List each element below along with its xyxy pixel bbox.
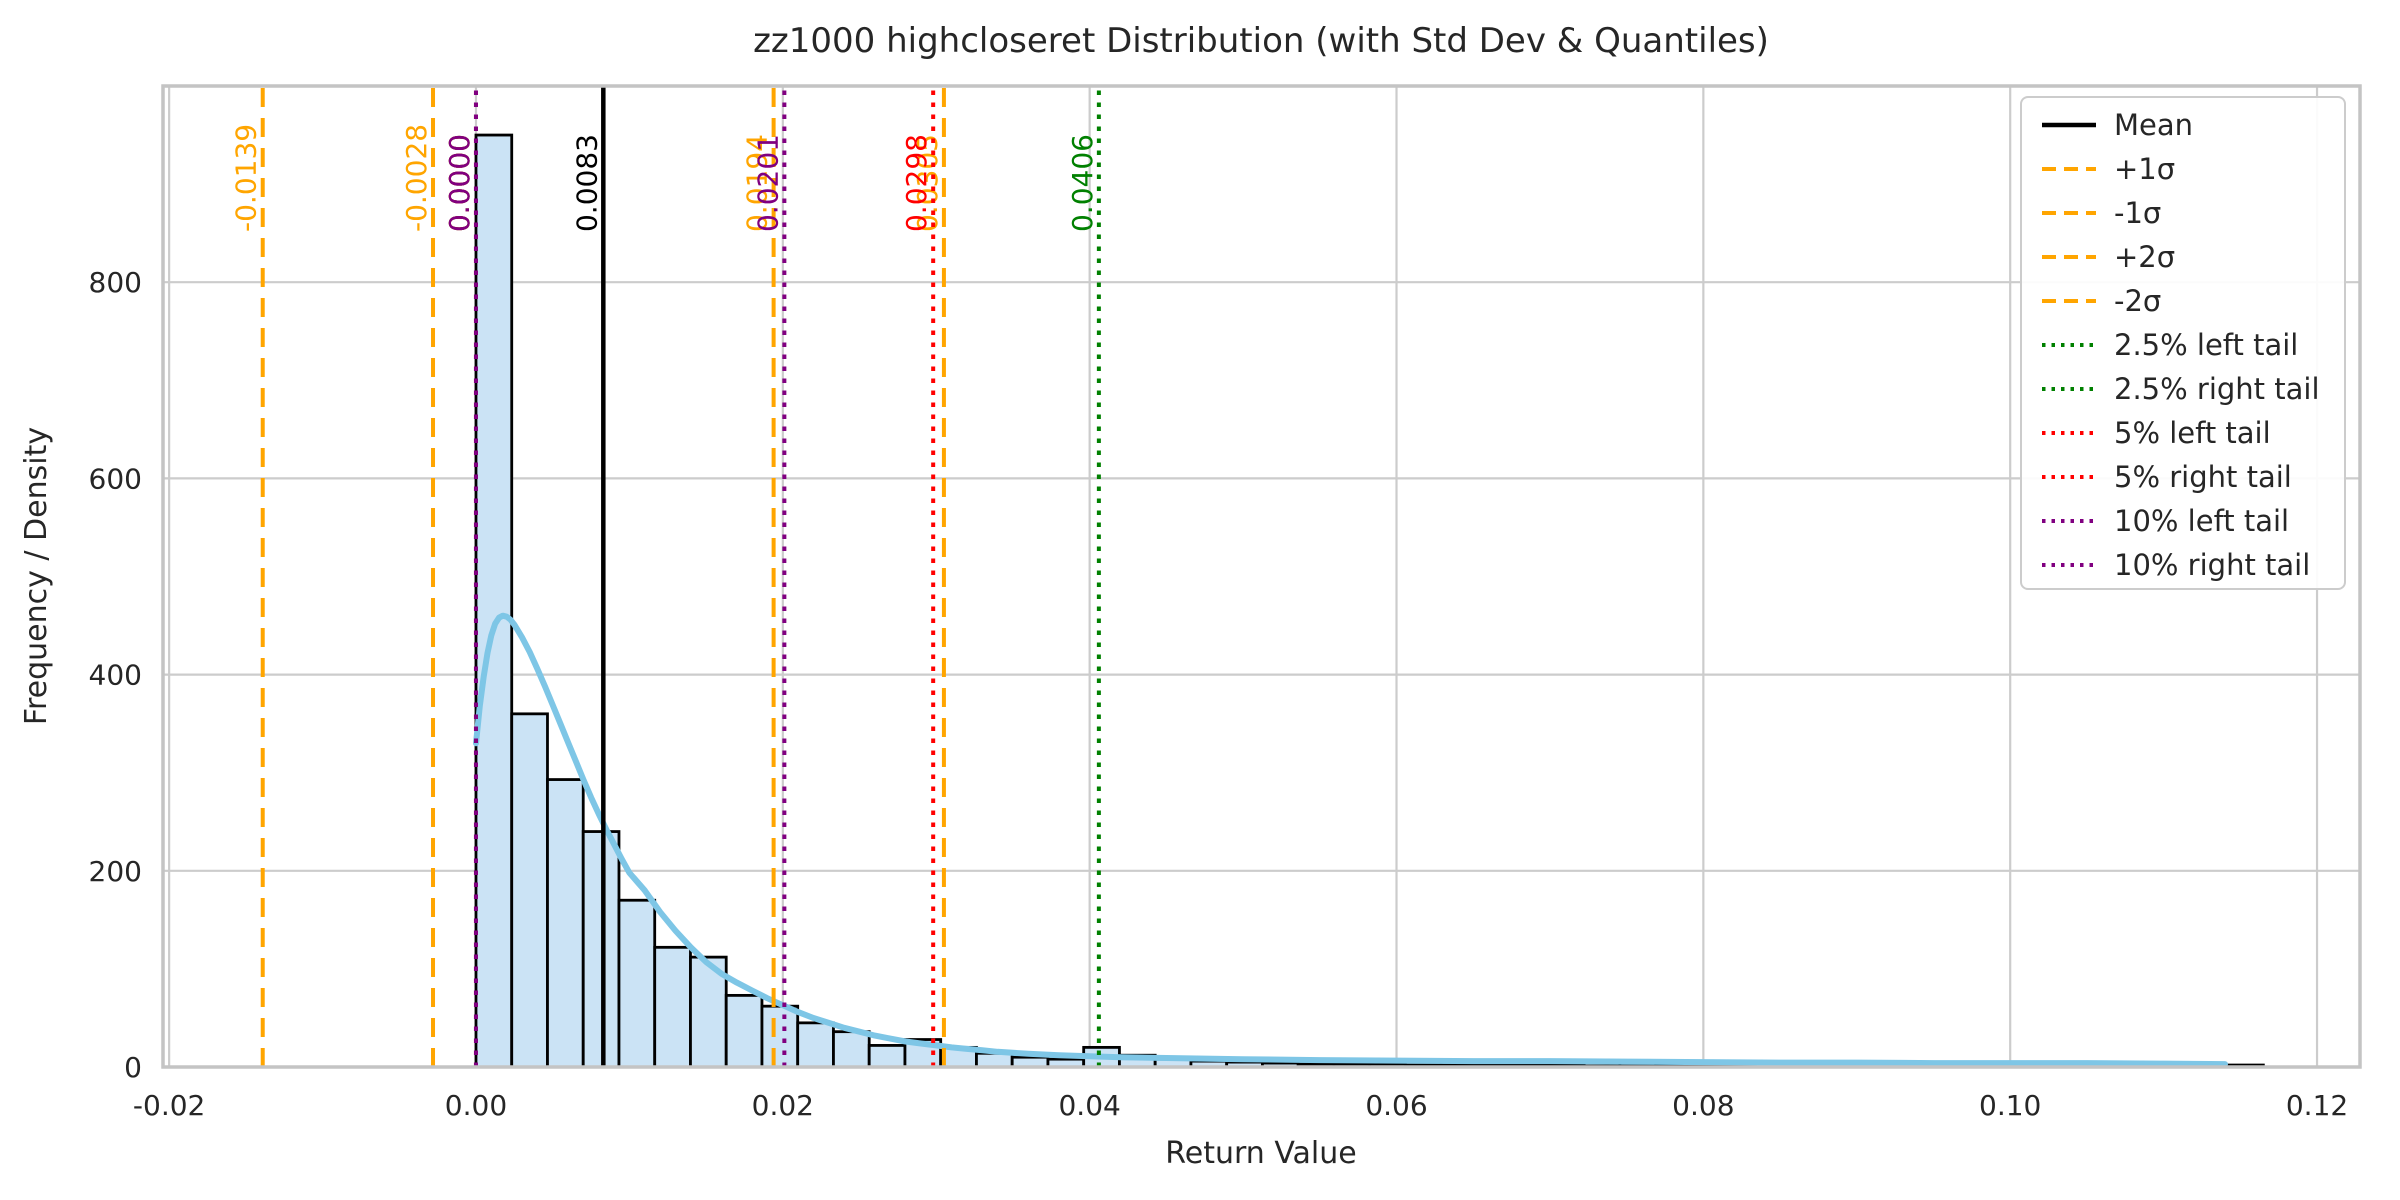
legend-item: Mean — [2022, 103, 2344, 147]
vline-value-label-tail-5-right: 0.0298 — [900, 134, 933, 232]
legend-item-label: 10% left tail — [2114, 504, 2290, 538]
legend-item-label: 10% right tail — [2114, 548, 2311, 582]
legend-item: 2.5% right tail — [2022, 367, 2344, 411]
histogram-bar — [867, 1044, 907, 1069]
vline-value-label-minus-1-sigma: -0.0028 — [400, 124, 433, 232]
vline-value-label-tail-10-left: 0.0000 — [443, 134, 476, 232]
legend-item-label: +1σ — [2114, 152, 2176, 186]
x-tick-label: 0.10 — [1979, 1089, 2041, 1122]
vline-value-label-minus-2-sigma: -0.0139 — [230, 124, 263, 232]
legend-item: 5% left tail — [2022, 411, 2344, 455]
histogram-bar — [653, 945, 692, 1069]
legend-item: +1σ — [2022, 147, 2344, 191]
x-tick-label: -0.02 — [133, 1089, 205, 1122]
vline-value-label-tail-2p5-left: 0.0000 — [443, 134, 476, 232]
legend-line-sample — [2042, 563, 2096, 567]
y-tick-label: 0 — [124, 1051, 142, 1084]
legend: Mean +1σ -1σ +2σ -2σ 2.5% left tail 2.5% right… — [2020, 96, 2346, 590]
histogram-bar — [832, 1030, 871, 1069]
vline-value-label-plus-1-sigma: 0.0194 — [741, 134, 774, 232]
legend-item: +2σ — [2022, 235, 2344, 279]
legend-item-label: +2σ — [2114, 240, 2176, 274]
histogram-bar — [617, 898, 657, 1069]
histogram-bar — [760, 1004, 800, 1069]
legend-item-label: 5% left tail — [2114, 416, 2271, 450]
legend-item: 2.5% left tail — [2022, 323, 2344, 367]
x-tick-label: 0.00 — [445, 1089, 507, 1122]
legend-line-sample — [2042, 211, 2096, 215]
tick-labels: -0.02 0.00 0.02 0.04 0.06 0.08 0.10 0.12 0 200 400… — [89, 266, 2349, 1122]
legend-item: 10% left tail — [2022, 499, 2344, 543]
chart-title: zz1000 highcloseret Distribution (with S… — [753, 21, 1769, 61]
legend-item: 10% right tail — [2022, 543, 2344, 587]
vline-value-label-plus-2-sigma: 0.0305 — [911, 134, 944, 232]
x-tick-label: 0.04 — [1058, 1089, 1120, 1122]
vline-value-label-tail-10-right: 0.0201 — [751, 134, 784, 232]
x-tick-label: 0.08 — [1672, 1089, 1734, 1122]
legend-item-label: 2.5% right tail — [2114, 372, 2320, 406]
legend-item-label: -1σ — [2114, 196, 2162, 230]
legend-line-sample — [2042, 167, 2096, 171]
histogram-bar — [510, 712, 549, 1069]
histogram-bar — [546, 778, 585, 1069]
legend-line-sample — [2042, 475, 2096, 479]
axes-spines — [161, 84, 2362, 1069]
histogram-bars — [474, 133, 2265, 1069]
legend-line-sample — [2042, 519, 2096, 523]
legend-line-sample — [2042, 431, 2096, 435]
histogram-bar — [474, 133, 514, 1069]
x-tick-label: 0.06 — [1365, 1089, 1427, 1122]
x-tick-label: 0.12 — [2286, 1089, 2348, 1122]
x-axis-label: Return Value — [1165, 1136, 1356, 1171]
legend-line-sample — [2042, 343, 2096, 347]
legend-item: 5% right tail — [2022, 455, 2344, 499]
x-tick-label: 0.02 — [752, 1089, 814, 1122]
vline-value-label-tail-2p5-right: 0.0406 — [1066, 134, 1099, 232]
vline-value-label-mean: 0.0083 — [570, 134, 603, 232]
vline-value-label-tail-5-left: 0.0000 — [443, 134, 476, 232]
legend-line-sample — [2042, 255, 2096, 259]
y-tick-label: 600 — [89, 462, 142, 495]
legend-line-sample — [2042, 299, 2096, 303]
legend-item-label: -2σ — [2114, 284, 2162, 318]
legend-item: -1σ — [2022, 191, 2344, 235]
plot-border — [161, 84, 2362, 1069]
y-tick-label: 200 — [89, 855, 142, 888]
y-axis-label: Frequency / Density — [19, 427, 54, 725]
reference-lines: 0.0083 0.0194 -0.0028 0.0305 -0.0139 0.0000 0.… — [230, 86, 1101, 1067]
y-tick-label: 400 — [89, 659, 142, 692]
legend-item: -2σ — [2022, 279, 2344, 323]
y-tick-label: 800 — [89, 266, 142, 299]
legend-item-label: 5% right tail — [2114, 460, 2292, 494]
histogram-bar — [796, 1021, 835, 1069]
legend-item-label: 2.5% left tail — [2114, 328, 2299, 362]
legend-line-sample — [2042, 122, 2096, 128]
histogram-bar — [724, 993, 764, 1069]
legend-item-label: Mean — [2114, 108, 2194, 142]
legend-line-sample — [2042, 387, 2096, 391]
